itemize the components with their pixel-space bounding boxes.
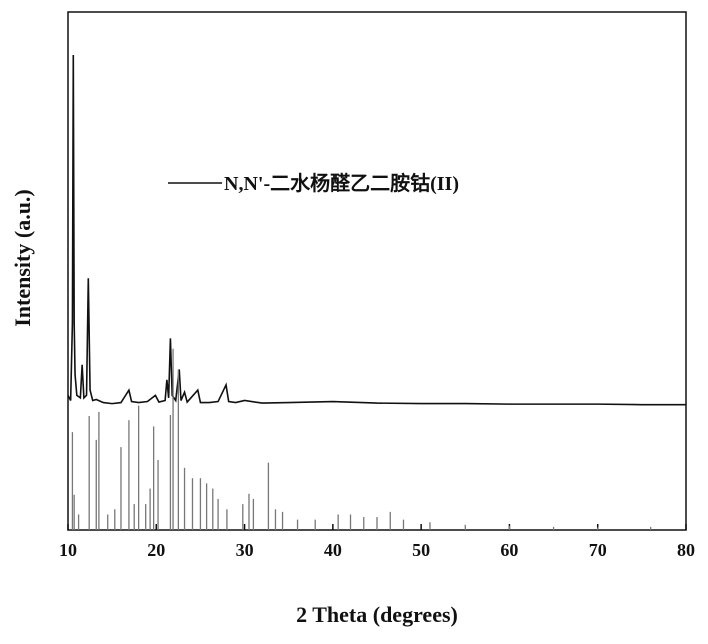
x-tick-label: 50	[412, 540, 430, 560]
x-tick-label: 40	[324, 540, 342, 560]
x-tick-label: 60	[500, 540, 518, 560]
xrd-line	[68, 55, 686, 405]
legend-label: N,N'-二水杨醛乙二胺钴(II)	[224, 171, 459, 195]
chart: 2 Theta (degrees) Intensity (a.u.) 10 20 3…	[0, 0, 708, 639]
plot-frame	[68, 12, 686, 530]
x-tick-label: 80	[677, 540, 695, 560]
y-axis-title: Intensity (a.u.)	[10, 189, 35, 327]
x-tick-label: 20	[147, 540, 165, 560]
x-tick-label: 10	[59, 540, 77, 560]
x-tick-label: 70	[589, 540, 607, 560]
x-tick-label: 30	[236, 540, 254, 560]
x-axis-title: 2 Theta (degrees)	[296, 602, 458, 627]
